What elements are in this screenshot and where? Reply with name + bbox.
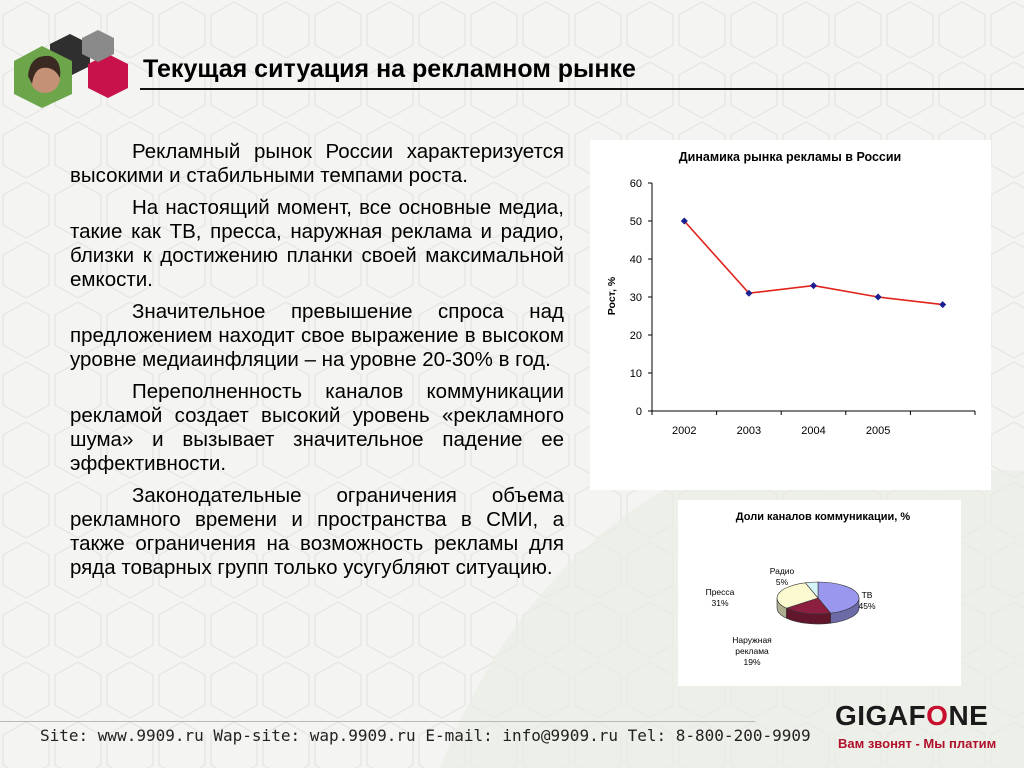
- y-tick-label: 60: [630, 178, 642, 190]
- pie-slice-label: Наружная: [732, 635, 772, 645]
- paragraph: Законодательные ограничения объема рекла…: [70, 484, 564, 579]
- brand-name: GIGAFONE: [835, 700, 988, 732]
- brand-logo: GIGAFONE Вам звонят - Мы платим: [835, 700, 1005, 756]
- pie-slice-value: 31%: [711, 598, 728, 608]
- x-tick-label: 2004: [801, 425, 825, 437]
- paragraph: Значительное превышение спроса над предл…: [70, 300, 564, 371]
- slide-body: Рекламный рынок России характеризуется в…: [70, 140, 564, 588]
- series-line: [683, 220, 943, 306]
- chart-axes: [651, 183, 975, 412]
- x-tick-label: 2003: [737, 425, 761, 437]
- data-point-marker: [745, 289, 753, 297]
- y-tick-label: 40: [630, 254, 642, 266]
- pie-slice-label: реклама: [735, 646, 769, 656]
- line-chart-panel: Динамика рынка рекламы в России Рост, % …: [590, 140, 991, 490]
- x-tick-label: 2002: [672, 425, 696, 437]
- paragraph: На настоящий момент, все основные медиа,…: [70, 196, 564, 291]
- brand-name-part: F: [908, 700, 927, 731]
- data-point-marker: [680, 217, 688, 225]
- brand-name-part: GIGA: [835, 700, 909, 731]
- pie-slice: [785, 597, 832, 615]
- paragraph: Рекламный рынок России характеризуется в…: [70, 140, 564, 187]
- pie-slice-value: 5%: [776, 577, 789, 587]
- y-tick-label: 50: [630, 216, 642, 228]
- pie-slice-label: Пресса: [706, 587, 735, 597]
- chart-title: Доли каналов коммуникации, %: [736, 511, 911, 523]
- series-polyline: [683, 220, 943, 306]
- y-tick-label: 10: [630, 368, 642, 380]
- brand-o-icon: O: [926, 700, 949, 731]
- pie-slice-value: 19%: [743, 657, 760, 667]
- pie-chart-panel: Доли каналов коммуникации, % ТВ 45% Наружн…: [678, 500, 961, 686]
- pie-slice: [817, 581, 860, 614]
- chart-title: Динамика рынка рекламы в России: [679, 150, 901, 164]
- data-points: [680, 217, 947, 309]
- hexagon-logo-icon: [14, 30, 128, 108]
- y-tick-label: 0: [636, 406, 642, 418]
- title-divider: [140, 88, 1024, 90]
- brand-name-part: NE: [948, 700, 989, 731]
- y-tick-label: 30: [630, 292, 642, 304]
- paragraph: Переполненность каналов коммуникации рек…: [70, 380, 564, 475]
- pie-slice-value: 45%: [858, 601, 875, 611]
- slide-title: Текущая ситуация на рекламном рынке: [143, 55, 636, 83]
- footer-contacts: Site: www.9909.ru Wap-site: wap.9909.ru …: [40, 726, 811, 745]
- pie-slice-label: ТВ: [862, 590, 873, 600]
- pie-slice-label: Радио: [770, 566, 795, 576]
- brand-slogan: Вам звонят - Мы платим: [838, 736, 997, 751]
- pie-slice: [804, 581, 819, 599]
- data-point-marker: [810, 282, 817, 290]
- y-tick-label: 20: [630, 330, 642, 342]
- y-axis-label: Рост, %: [606, 276, 618, 315]
- data-point-marker: [939, 301, 947, 309]
- data-point-marker: [874, 293, 882, 301]
- x-tick-label: 2005: [866, 425, 890, 437]
- pie-slice: [776, 582, 819, 609]
- line-chart: Динамика рынка рекламы в России Рост, % …: [606, 150, 976, 437]
- pie-slices: [776, 581, 860, 625]
- y-ticks: 0 10 20 30 40 50 60: [630, 178, 652, 418]
- x-tick-labels: 2002 2003 2004 2005: [651, 411, 976, 437]
- footer-divider: [0, 721, 755, 722]
